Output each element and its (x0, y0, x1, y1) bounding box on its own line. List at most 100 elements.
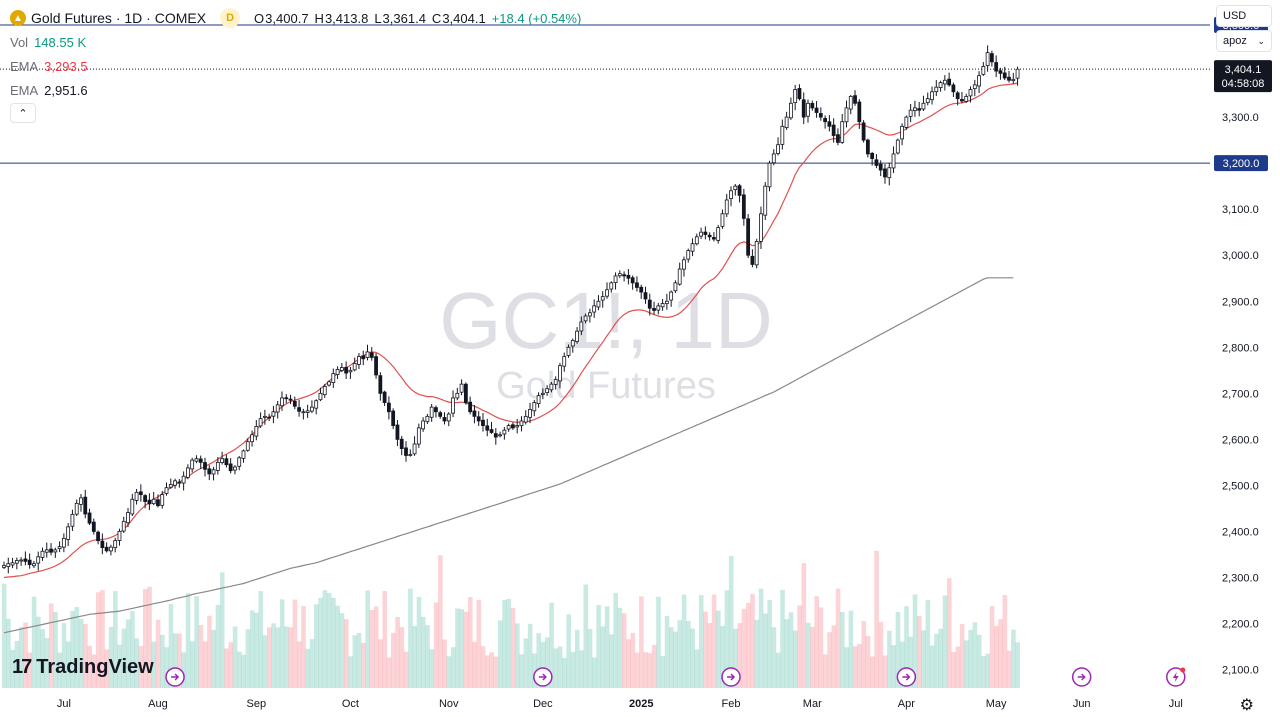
volume-bar (630, 632, 636, 688)
event-arrow-icon (896, 667, 917, 687)
candle (643, 286, 648, 304)
candle (998, 67, 1003, 80)
ema-fast-row[interactable]: EMA 3,293.5 (10, 54, 581, 78)
volume-bar (964, 640, 969, 688)
candle (515, 418, 520, 434)
y-tick-label: 2,800.0 (1222, 342, 1259, 354)
candle (459, 379, 464, 396)
volume-bar (48, 603, 54, 688)
volume-bar (318, 597, 323, 688)
candle (511, 422, 515, 431)
y-tick-label: 2,500.0 (1222, 480, 1259, 492)
currency-select[interactable]: USD (1216, 5, 1272, 27)
volume-bar (557, 646, 563, 688)
volume-bar (775, 652, 781, 688)
volume-bar (391, 632, 396, 688)
volume-bar (1, 583, 7, 688)
candle (498, 431, 502, 438)
candle (27, 553, 32, 569)
volume-bar (527, 623, 533, 688)
volume-bar (998, 619, 1003, 688)
volume-bar (44, 638, 50, 688)
candle (994, 55, 999, 78)
volume-bar (942, 595, 948, 688)
candle (673, 280, 678, 293)
volume-bar (361, 642, 366, 688)
candle (109, 544, 113, 556)
candle (767, 160, 772, 192)
volume-bar (651, 644, 657, 688)
volume-bar (737, 623, 743, 688)
tradingview-logo[interactable]: 17 TradingView (12, 656, 154, 679)
gear-icon[interactable]: ⚙ (1239, 697, 1254, 714)
candle (613, 272, 618, 290)
volume-bar (553, 648, 559, 688)
volume-bar (18, 626, 24, 688)
volume-name: Vol (10, 34, 29, 50)
volume-bar (382, 591, 388, 688)
candle (818, 107, 823, 121)
volume-bar (882, 655, 888, 688)
hline-price-tag: 3,200.0 (1214, 155, 1268, 172)
volume-bar (870, 656, 875, 688)
open-value: 3,400.7 (265, 10, 309, 26)
volume-bar (463, 611, 469, 688)
volume-bar (536, 633, 542, 688)
volume-bar (972, 622, 978, 688)
candle (827, 115, 832, 132)
volume-bar (292, 599, 298, 688)
candle (938, 80, 943, 92)
candle (528, 402, 532, 424)
ema-slow-row[interactable]: EMA 2,951.6 (10, 78, 581, 102)
candle (408, 449, 413, 457)
candle (921, 95, 926, 112)
volume-bar (716, 610, 721, 688)
symbol-row[interactable]: ▲ Gold Futures · 1D · COMEX D O 3,400.7 H… (10, 6, 581, 30)
candle (493, 428, 498, 445)
delay-badge[interactable]: D (220, 8, 241, 28)
symbol-title[interactable]: Gold Futures · 1D · COMEX (31, 10, 207, 26)
candle (647, 293, 652, 316)
candle (292, 396, 297, 410)
candle (754, 238, 759, 269)
x-tick-label: Jul (1169, 698, 1183, 710)
volume-bar (438, 555, 443, 688)
volume-bar (249, 610, 255, 688)
volume-bar (61, 623, 67, 688)
candle (536, 392, 541, 408)
collapse-legend-button[interactable]: ⌃ (10, 103, 36, 123)
volume-bar (728, 555, 734, 688)
volume-bar (934, 633, 939, 688)
svg-text:3,404.1: 3,404.1 (1225, 64, 1262, 76)
volume-bar (296, 641, 302, 688)
volume-bar (40, 629, 45, 688)
volume-bar (698, 595, 704, 688)
candle (716, 224, 721, 244)
candle (168, 478, 173, 489)
candle (883, 164, 887, 184)
volume-bar (138, 646, 144, 688)
volume-bar (596, 605, 601, 688)
candle (506, 423, 511, 432)
volume-bar (301, 605, 306, 688)
volume-bar (600, 626, 606, 688)
volume-bar (656, 596, 661, 688)
candle (177, 479, 182, 488)
volume-bar (113, 591, 118, 688)
candle (788, 97, 793, 120)
volume-bar (31, 596, 37, 688)
scale-select[interactable]: apoz ⌄ (1216, 30, 1272, 52)
candle (848, 94, 853, 115)
candle (720, 209, 725, 229)
volume-bar (245, 629, 251, 688)
volume-bar (155, 619, 161, 688)
candle (784, 111, 789, 130)
candle (887, 162, 892, 186)
volume-bar (660, 655, 666, 688)
ema-fast-value: 3,293.5 (44, 58, 88, 74)
candle (540, 388, 545, 400)
candle (134, 488, 139, 505)
volume-row[interactable]: Vol 148.55 K (10, 30, 581, 54)
x-tick-label: Aug (148, 698, 168, 710)
